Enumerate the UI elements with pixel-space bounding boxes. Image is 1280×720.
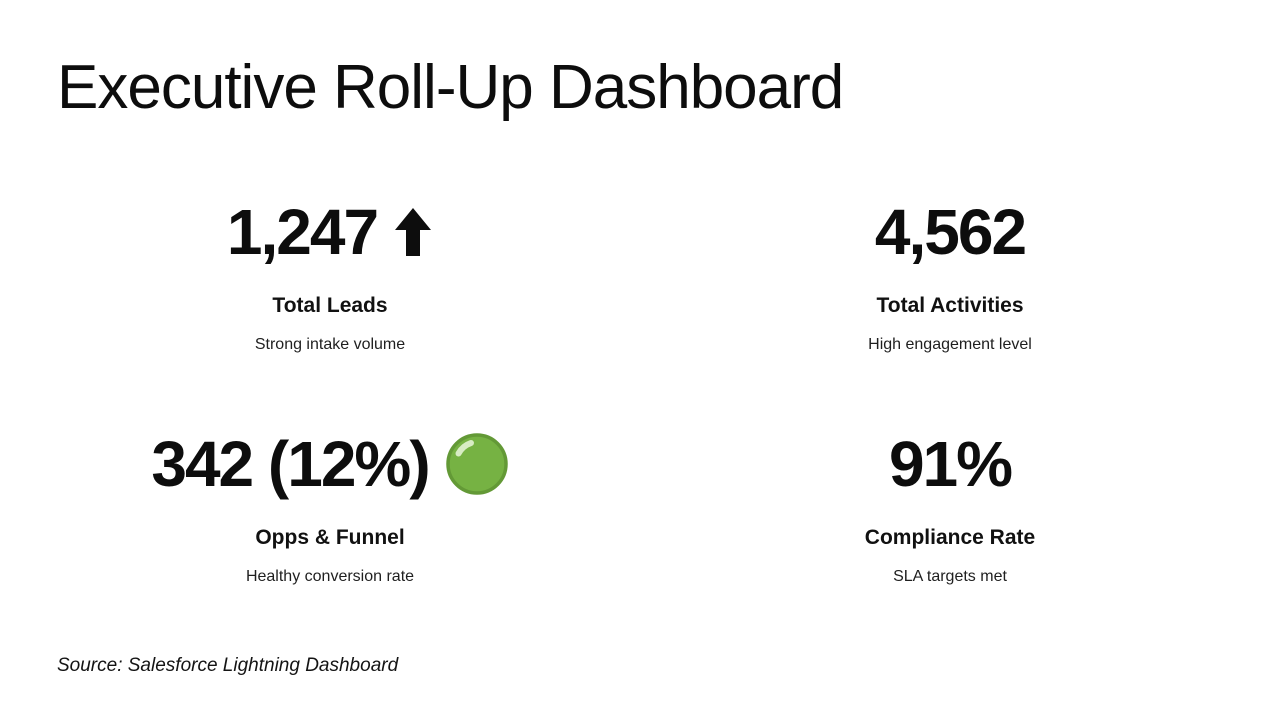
green-circle-icon	[445, 432, 509, 496]
kpi-label: Total Activities	[876, 294, 1024, 317]
kpi-label: Total Leads	[272, 294, 388, 317]
kpi-value-row: 342 (12%)	[100, 432, 560, 496]
source-attribution: Source: Salesforce Lightning Dashboard	[57, 655, 399, 676]
kpi-value-row: 91%	[720, 432, 1180, 496]
kpi-tile-total-activities: 4,562 Total Activities High engagement l…	[720, 200, 1180, 354]
page-title: Executive Roll-Up Dashboard	[57, 53, 844, 122]
kpi-value: 4,562	[874, 196, 1027, 268]
kpi-value: 1,247	[226, 196, 379, 268]
kpi-description: SLA targets met	[893, 568, 1007, 585]
kpi-value-row: 4,562	[720, 200, 1180, 264]
kpi-value-row: 1,247	[100, 200, 560, 264]
kpi-value: 342 (12%)	[151, 428, 430, 500]
kpi-tile-compliance-rate: 91% Compliance Rate SLA targets met	[720, 432, 1180, 586]
kpi-value: 91%	[888, 428, 1013, 500]
kpi-tile-total-leads: 1,247 Total Leads Strong intake volume	[100, 200, 560, 354]
kpi-label: Compliance Rate	[864, 526, 1036, 549]
kpi-tile-opps-funnel: 342 (12%) Opps & Funnel Healthy conversi…	[100, 432, 560, 586]
kpi-label: Opps & Funnel	[255, 526, 405, 549]
kpi-description: High engagement level	[868, 336, 1032, 353]
up-arrow-icon	[393, 206, 433, 258]
kpi-description: Healthy conversion rate	[245, 568, 415, 585]
kpi-description: Strong intake volume	[254, 336, 406, 353]
